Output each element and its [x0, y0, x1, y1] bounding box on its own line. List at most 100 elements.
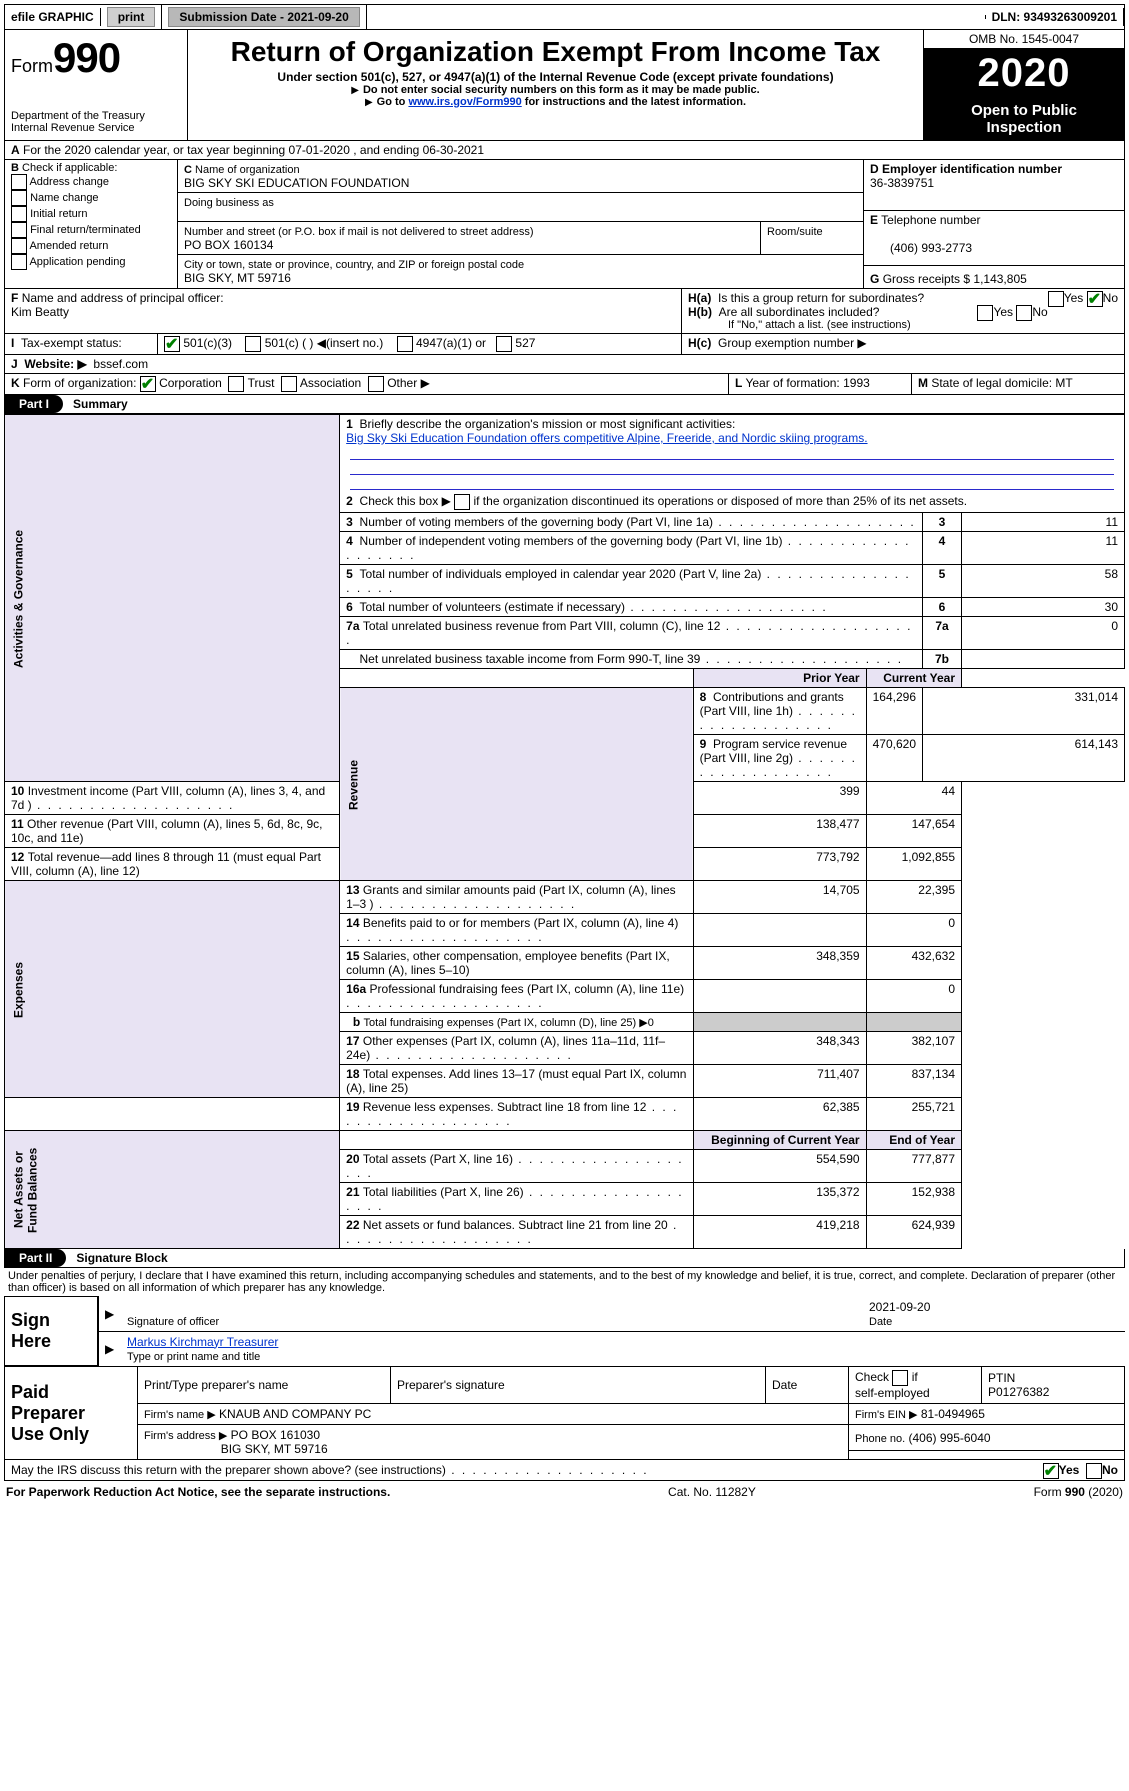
chk-final-return[interactable] [11, 222, 27, 238]
irs-link[interactable]: www.irs.gov/Form990 [408, 96, 521, 108]
row-4: Number of independent voting members of … [346, 534, 910, 562]
side-netassets: Net Assets or Fund Balances [5, 1131, 340, 1249]
hb-note: If "No," attach a list. (see instruction… [688, 319, 1118, 331]
chk-527[interactable] [496, 336, 512, 352]
officer-name-link[interactable]: Markus Kirchmayr Treasurer [127, 1335, 278, 1349]
chk-address-change[interactable] [11, 174, 27, 190]
row-17: Other expenses (Part IX, column (A), lin… [346, 1034, 665, 1062]
form-subtitle: Under section 501(c), 527, or 4947(a)(1)… [194, 70, 917, 84]
chk-discontinued[interactable] [454, 494, 470, 510]
row-20: Total assets (Part X, line 16) [346, 1152, 683, 1180]
firm-addr-label: Firm's address ▶ [144, 1430, 227, 1442]
dba-label: Doing business as [184, 197, 274, 209]
summary-table: Activities & Governance 1 Briefly descri… [4, 414, 1125, 1249]
firm-addr2: BIG SKY, MT 59716 [221, 1442, 328, 1456]
footer-mid: Cat. No. 11282Y [668, 1485, 756, 1499]
firm-phone: (406) 995-6040 [909, 1431, 991, 1445]
hb-yes[interactable] [977, 305, 993, 321]
row-12: Total revenue—add lines 8 through 11 (mu… [11, 850, 321, 878]
ein-value: 36-3839751 [870, 176, 934, 190]
gross-value: 1,143,805 [973, 272, 1026, 286]
submission-date: Submission Date - 2021-09-20 [162, 5, 366, 29]
row-21: Total liabilities (Part X, line 26) [346, 1185, 683, 1213]
discuss-row: May the IRS discuss this return with the… [4, 1460, 1125, 1481]
row-16b: Total fundraising expenses (Part IX, col… [364, 1017, 654, 1029]
chk-4947[interactable] [397, 336, 413, 352]
line-a: A For the 2020 calendar year, or tax yea… [4, 141, 1125, 160]
dept-treasury: Department of the Treasury Internal Reve… [11, 110, 181, 134]
sig-date-label: Date [869, 1316, 892, 1328]
block-i: I Tax-exempt status: 501(c)(3) 501(c) ( … [4, 334, 1125, 355]
chk-amended-return[interactable] [11, 238, 27, 254]
ha-no[interactable] [1087, 291, 1103, 307]
chk-corporation[interactable] [140, 376, 156, 392]
chk-501c3[interactable] [164, 336, 180, 352]
org-address: PO BOX 160134 [184, 238, 273, 252]
officer-name: Kim Beatty [11, 305, 69, 319]
chk-application-pending[interactable] [11, 254, 27, 270]
chk-association[interactable] [281, 376, 297, 392]
row-8: Contributions and grants (Part VIII, lin… [700, 690, 857, 732]
hb-no[interactable] [1016, 305, 1032, 321]
side-revenue: Revenue [340, 688, 693, 881]
firm-addr1: PO BOX 161030 [231, 1428, 320, 1442]
ha-yes[interactable] [1048, 291, 1064, 307]
l-label: Year of formation: [745, 376, 839, 390]
note-ssn: Do not enter social security numbers on … [194, 84, 917, 96]
row-5: Total number of individuals employed in … [346, 567, 911, 595]
row-11: Other revenue (Part VIII, column (A), li… [11, 817, 323, 845]
chk-other[interactable] [368, 376, 384, 392]
row-10: Investment income (Part VIII, column (A)… [11, 784, 325, 812]
chk-name-change[interactable] [11, 190, 27, 206]
website-value: bssef.com [93, 357, 148, 371]
b-label: Check if applicable: [22, 162, 117, 174]
sign-here-label: Sign Here [5, 1297, 99, 1366]
sig-date: 2021-09-20 [869, 1300, 930, 1314]
print-button[interactable]: print [101, 5, 163, 29]
paid-preparer-label: Paid Preparer Use Only [5, 1367, 138, 1460]
k-label: Form of organization: [23, 376, 136, 390]
row-22: Net assets or fund balances. Subtract li… [346, 1218, 678, 1246]
block-j: J Website: ▶ bssef.com [4, 355, 1125, 374]
hb-label: Are all subordinates included? [719, 305, 880, 319]
ha-label: Is this a group return for subordinates? [718, 291, 924, 305]
sig-officer-label: Signature of officer [127, 1316, 219, 1328]
row-3: Number of voting members of the governin… [360, 515, 916, 529]
m-value: MT [1055, 376, 1072, 390]
chk-501c[interactable] [245, 336, 261, 352]
perjury-declaration: Under penalties of perjury, I declare th… [4, 1268, 1125, 1296]
side-activities: Activities & Governance [5, 415, 340, 782]
discuss-no[interactable] [1086, 1463, 1102, 1479]
ptin-value: P01276382 [988, 1385, 1049, 1399]
footer-right: Form 990 (2020) [1034, 1485, 1123, 1499]
hdr-curr: Current Year [883, 671, 955, 685]
chk-self-employed[interactable] [892, 1370, 908, 1386]
discuss-yes[interactable] [1043, 1463, 1059, 1479]
mission-link[interactable]: Big Sky Ski Education Foundation offers … [346, 431, 867, 445]
row-16a: Professional fundraising fees (Part IX, … [346, 982, 684, 1010]
row-7b: Net unrelated business taxable income fr… [360, 652, 904, 666]
org-city: BIG SKY, MT 59716 [184, 271, 291, 285]
chk-initial-return[interactable] [11, 206, 27, 222]
gross-label: Gross receipts $ [883, 272, 970, 286]
row-14: Benefits paid to or for members (Part IX… [346, 916, 678, 944]
dln-label: DLN: 93493263009201 [986, 8, 1124, 26]
room-label: Room/suite [767, 226, 823, 238]
row-13: Grants and similar amounts paid (Part IX… [346, 883, 676, 911]
side-expenses: Expenses [5, 881, 340, 1098]
m-label: State of legal domicile: [931, 376, 1052, 390]
ptin-hdr: PTIN [988, 1371, 1015, 1385]
prep-sig-hdr: Preparer's signature [391, 1367, 766, 1404]
l-value: 1993 [843, 376, 870, 390]
paid-preparer-block: Paid Preparer Use Only Print/Type prepar… [4, 1366, 1125, 1460]
efile-label: efile GRAPHIC [5, 8, 101, 26]
prep-date-hdr: Date [766, 1367, 849, 1404]
chk-trust[interactable] [228, 376, 244, 392]
row-6: Total number of volunteers (estimate if … [360, 600, 828, 614]
prep-name-hdr: Print/Type preparer's name [138, 1367, 391, 1404]
footer-left: For Paperwork Reduction Act Notice, see … [6, 1485, 390, 1499]
row-19: Revenue less expenses. Subtract line 18 … [346, 1100, 678, 1128]
type-name-label: Type or print name and title [127, 1351, 260, 1363]
top-bar: efile GRAPHIC print Submission Date - 20… [4, 4, 1125, 30]
form-title: Return of Organization Exempt From Incom… [194, 36, 917, 68]
